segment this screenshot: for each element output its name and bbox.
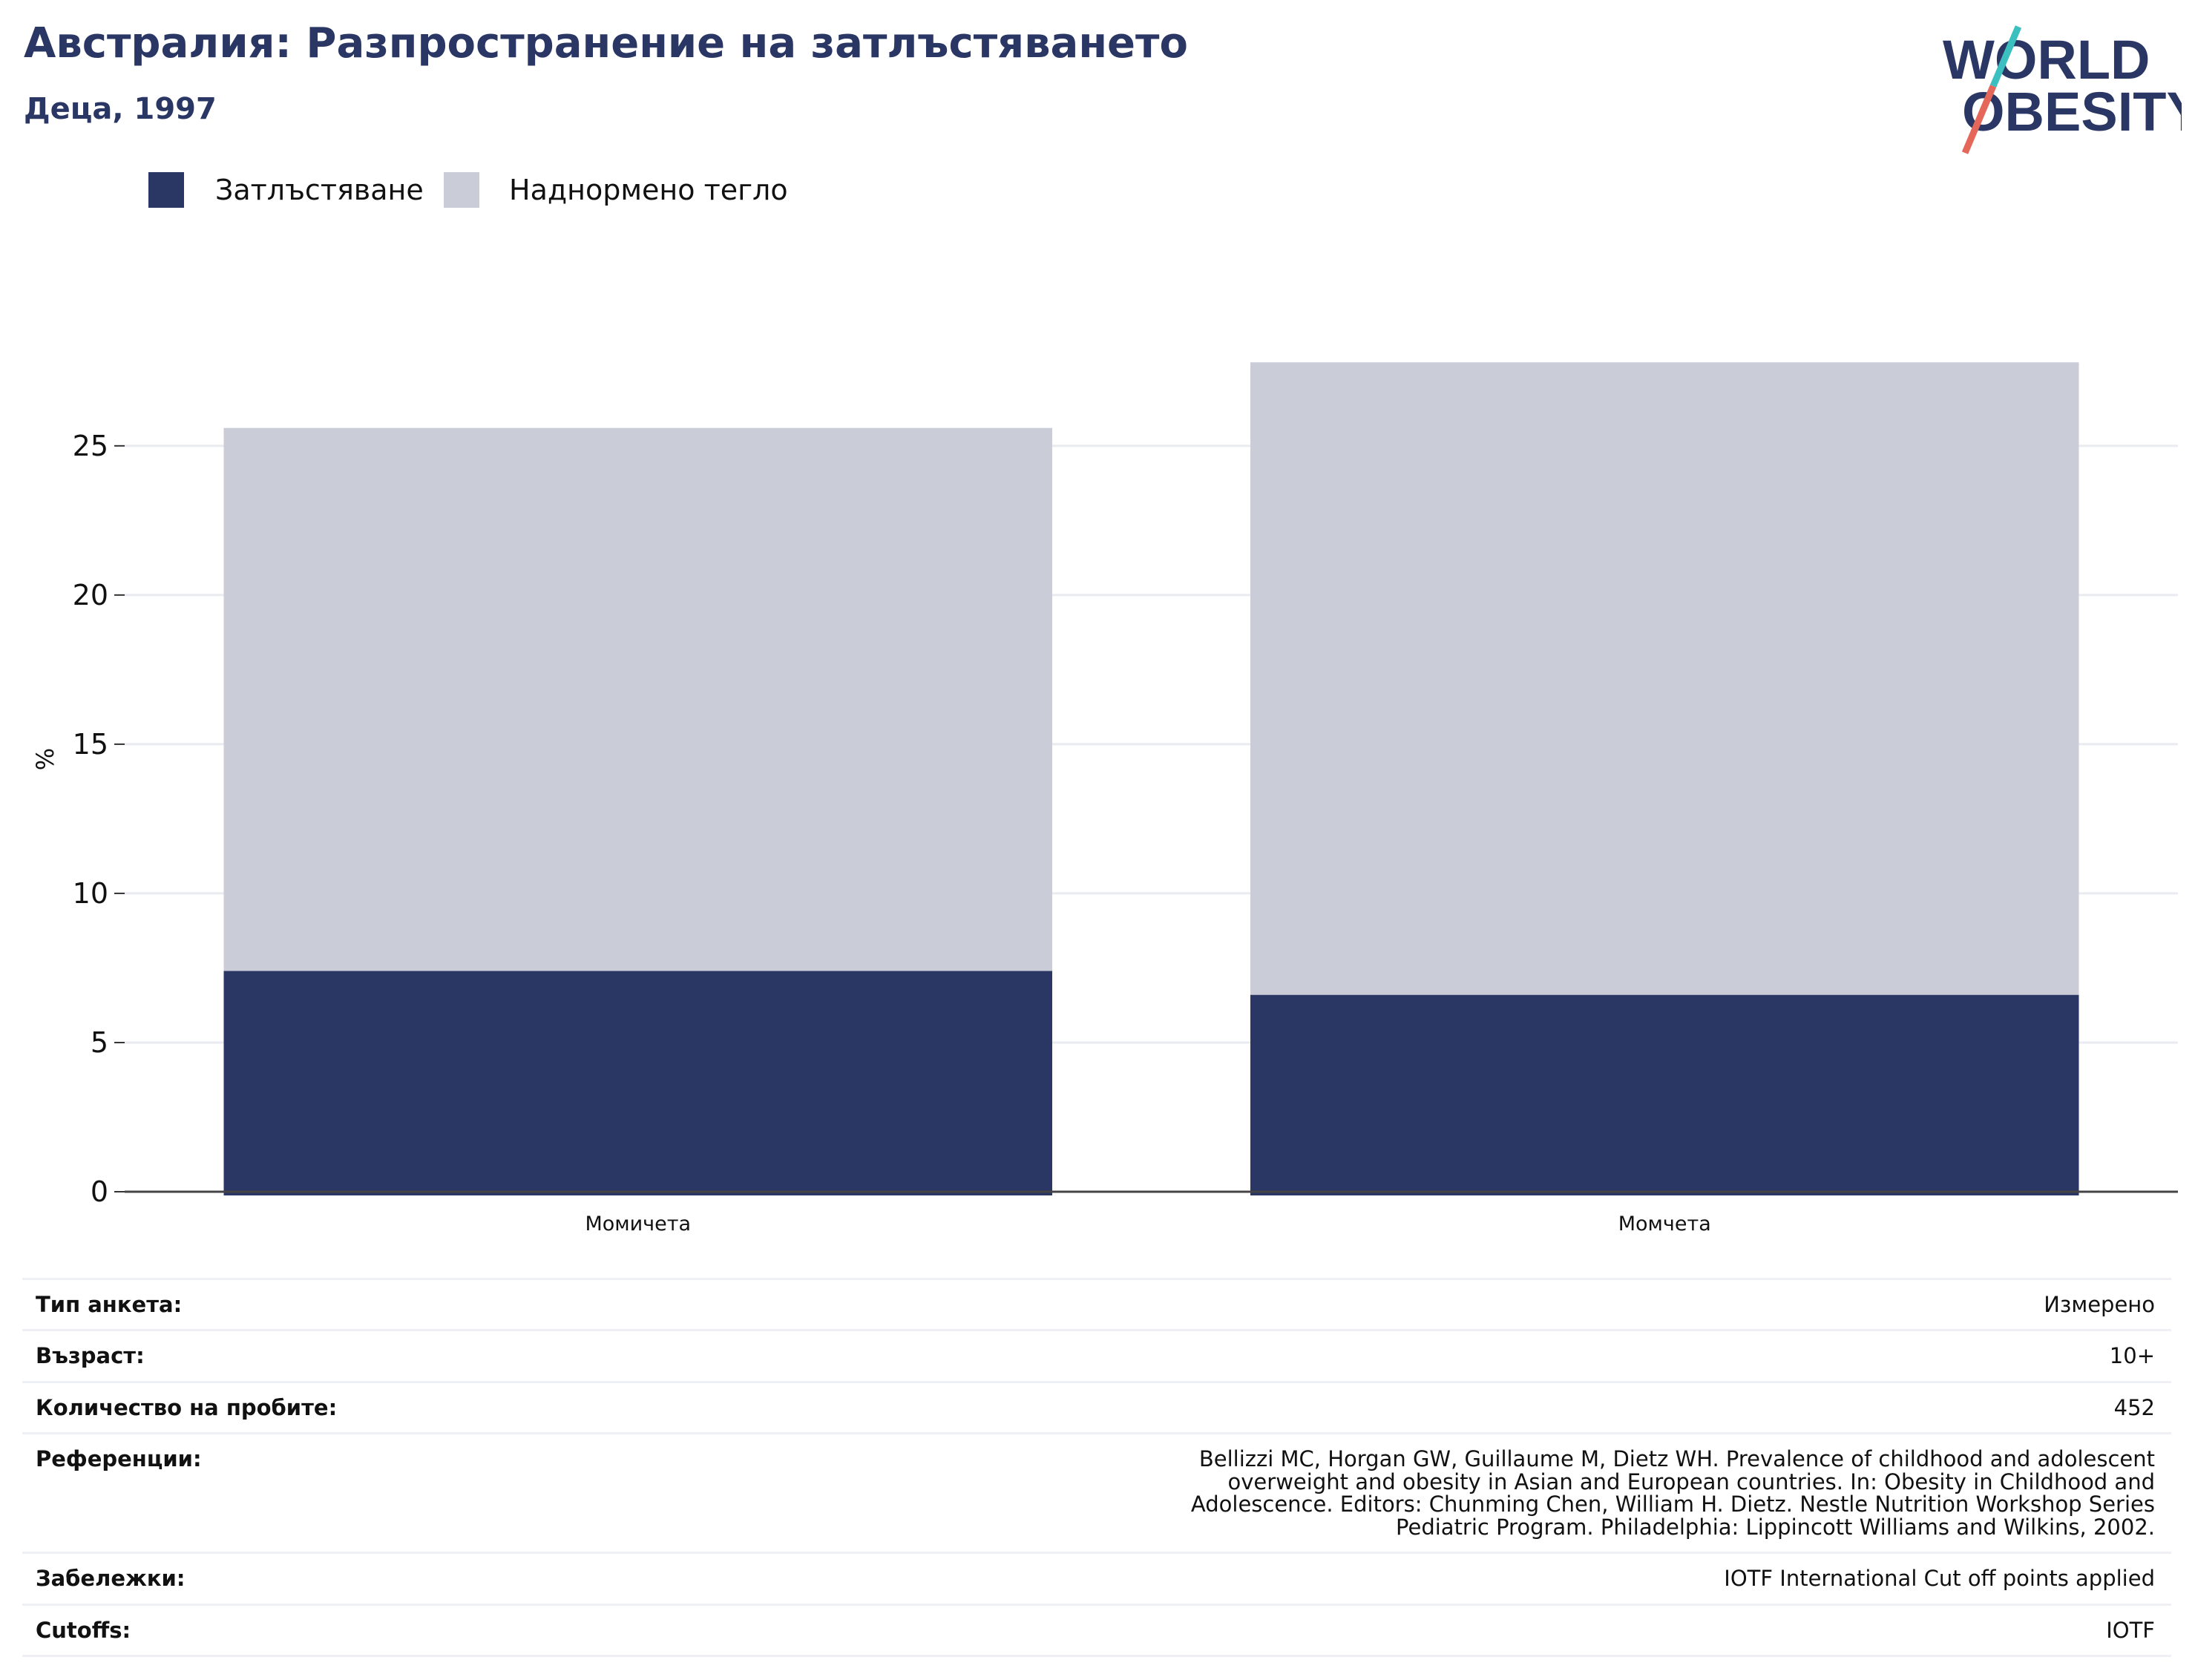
info-row-cutoffs: Cutoffs: IOTF — [22, 1604, 2171, 1656]
bar-obesity — [1250, 994, 2079, 1195]
legend-label-obesity: Затлъстяване — [215, 174, 424, 206]
logo-slash-top — [1989, 25, 2022, 88]
y-tick-label: 15 — [73, 728, 108, 761]
info-value: 10+ — [2109, 1343, 2155, 1369]
y-axis-label: % — [31, 748, 59, 770]
survey-info-table: Тип анкета: Измерено Възраст: 10+ Количе… — [22, 1278, 2171, 1657]
info-key: Забележки: — [36, 1566, 186, 1592]
info-value: 452 — [2113, 1394, 2155, 1420]
page-subtitle: Деца, 1997 — [24, 92, 217, 126]
info-value: Измерено — [2044, 1292, 2155, 1317]
bar-overweight — [223, 427, 1052, 971]
info-row-notes: Забележки: IOTF International Cut off po… — [22, 1552, 2171, 1604]
info-value: IOTF — [2106, 1617, 2155, 1643]
x-tick-label: Момичета — [585, 1213, 691, 1236]
info-value: Bellizzi MC, Horgan GW, Guillaume M, Die… — [1190, 1446, 2155, 1540]
y-tick-label: 0 — [91, 1175, 108, 1208]
world-obesity-logo: WORLD OBESITY — [1943, 25, 2182, 154]
legend-swatch-obesity — [148, 172, 184, 208]
prevalence-chart: 0 5 10 15 20 25% Момичета Момчета — [31, 362, 2178, 1236]
y-tick-label: 5 — [91, 1026, 108, 1059]
logo-line1: WORLD — [1943, 29, 2150, 91]
logo-slash-bottom — [1961, 85, 1997, 154]
info-value: IOTF International Cut off points applie… — [1724, 1566, 2155, 1592]
y-tick-label: 20 — [73, 579, 108, 611]
info-key: Възраст: — [36, 1343, 145, 1369]
info-key: Cutoffs: — [36, 1617, 131, 1643]
info-row-survey-type: Тип анкета: Измерено — [22, 1279, 2171, 1330]
logo-line2: OBESITY — [1962, 81, 2182, 142]
y-tick-label: 25 — [73, 430, 108, 462]
info-row-references: Референции: Bellizzi MC, Horgan GW, Guil… — [22, 1433, 2171, 1553]
info-row-age: Възраст: 10+ — [22, 1330, 2171, 1382]
page-title: Австралия: Разпространение на затлъстява… — [24, 19, 1188, 68]
info-row-sample-size: Количество на пробите: 452 — [22, 1382, 2171, 1433]
x-tick-label: Момчета — [1618, 1213, 1711, 1236]
bar-obesity — [223, 971, 1052, 1195]
y-tick-label: 10 — [73, 877, 108, 910]
legend-swatch-overweight — [444, 172, 479, 208]
info-key: Количество на пробите: — [36, 1394, 338, 1420]
info-key: Тип анкета: — [36, 1292, 183, 1317]
legend-label-overweight: Наднормено тегло — [509, 174, 788, 206]
info-key: Референции: — [36, 1446, 202, 1472]
bar-overweight — [1250, 362, 2079, 995]
